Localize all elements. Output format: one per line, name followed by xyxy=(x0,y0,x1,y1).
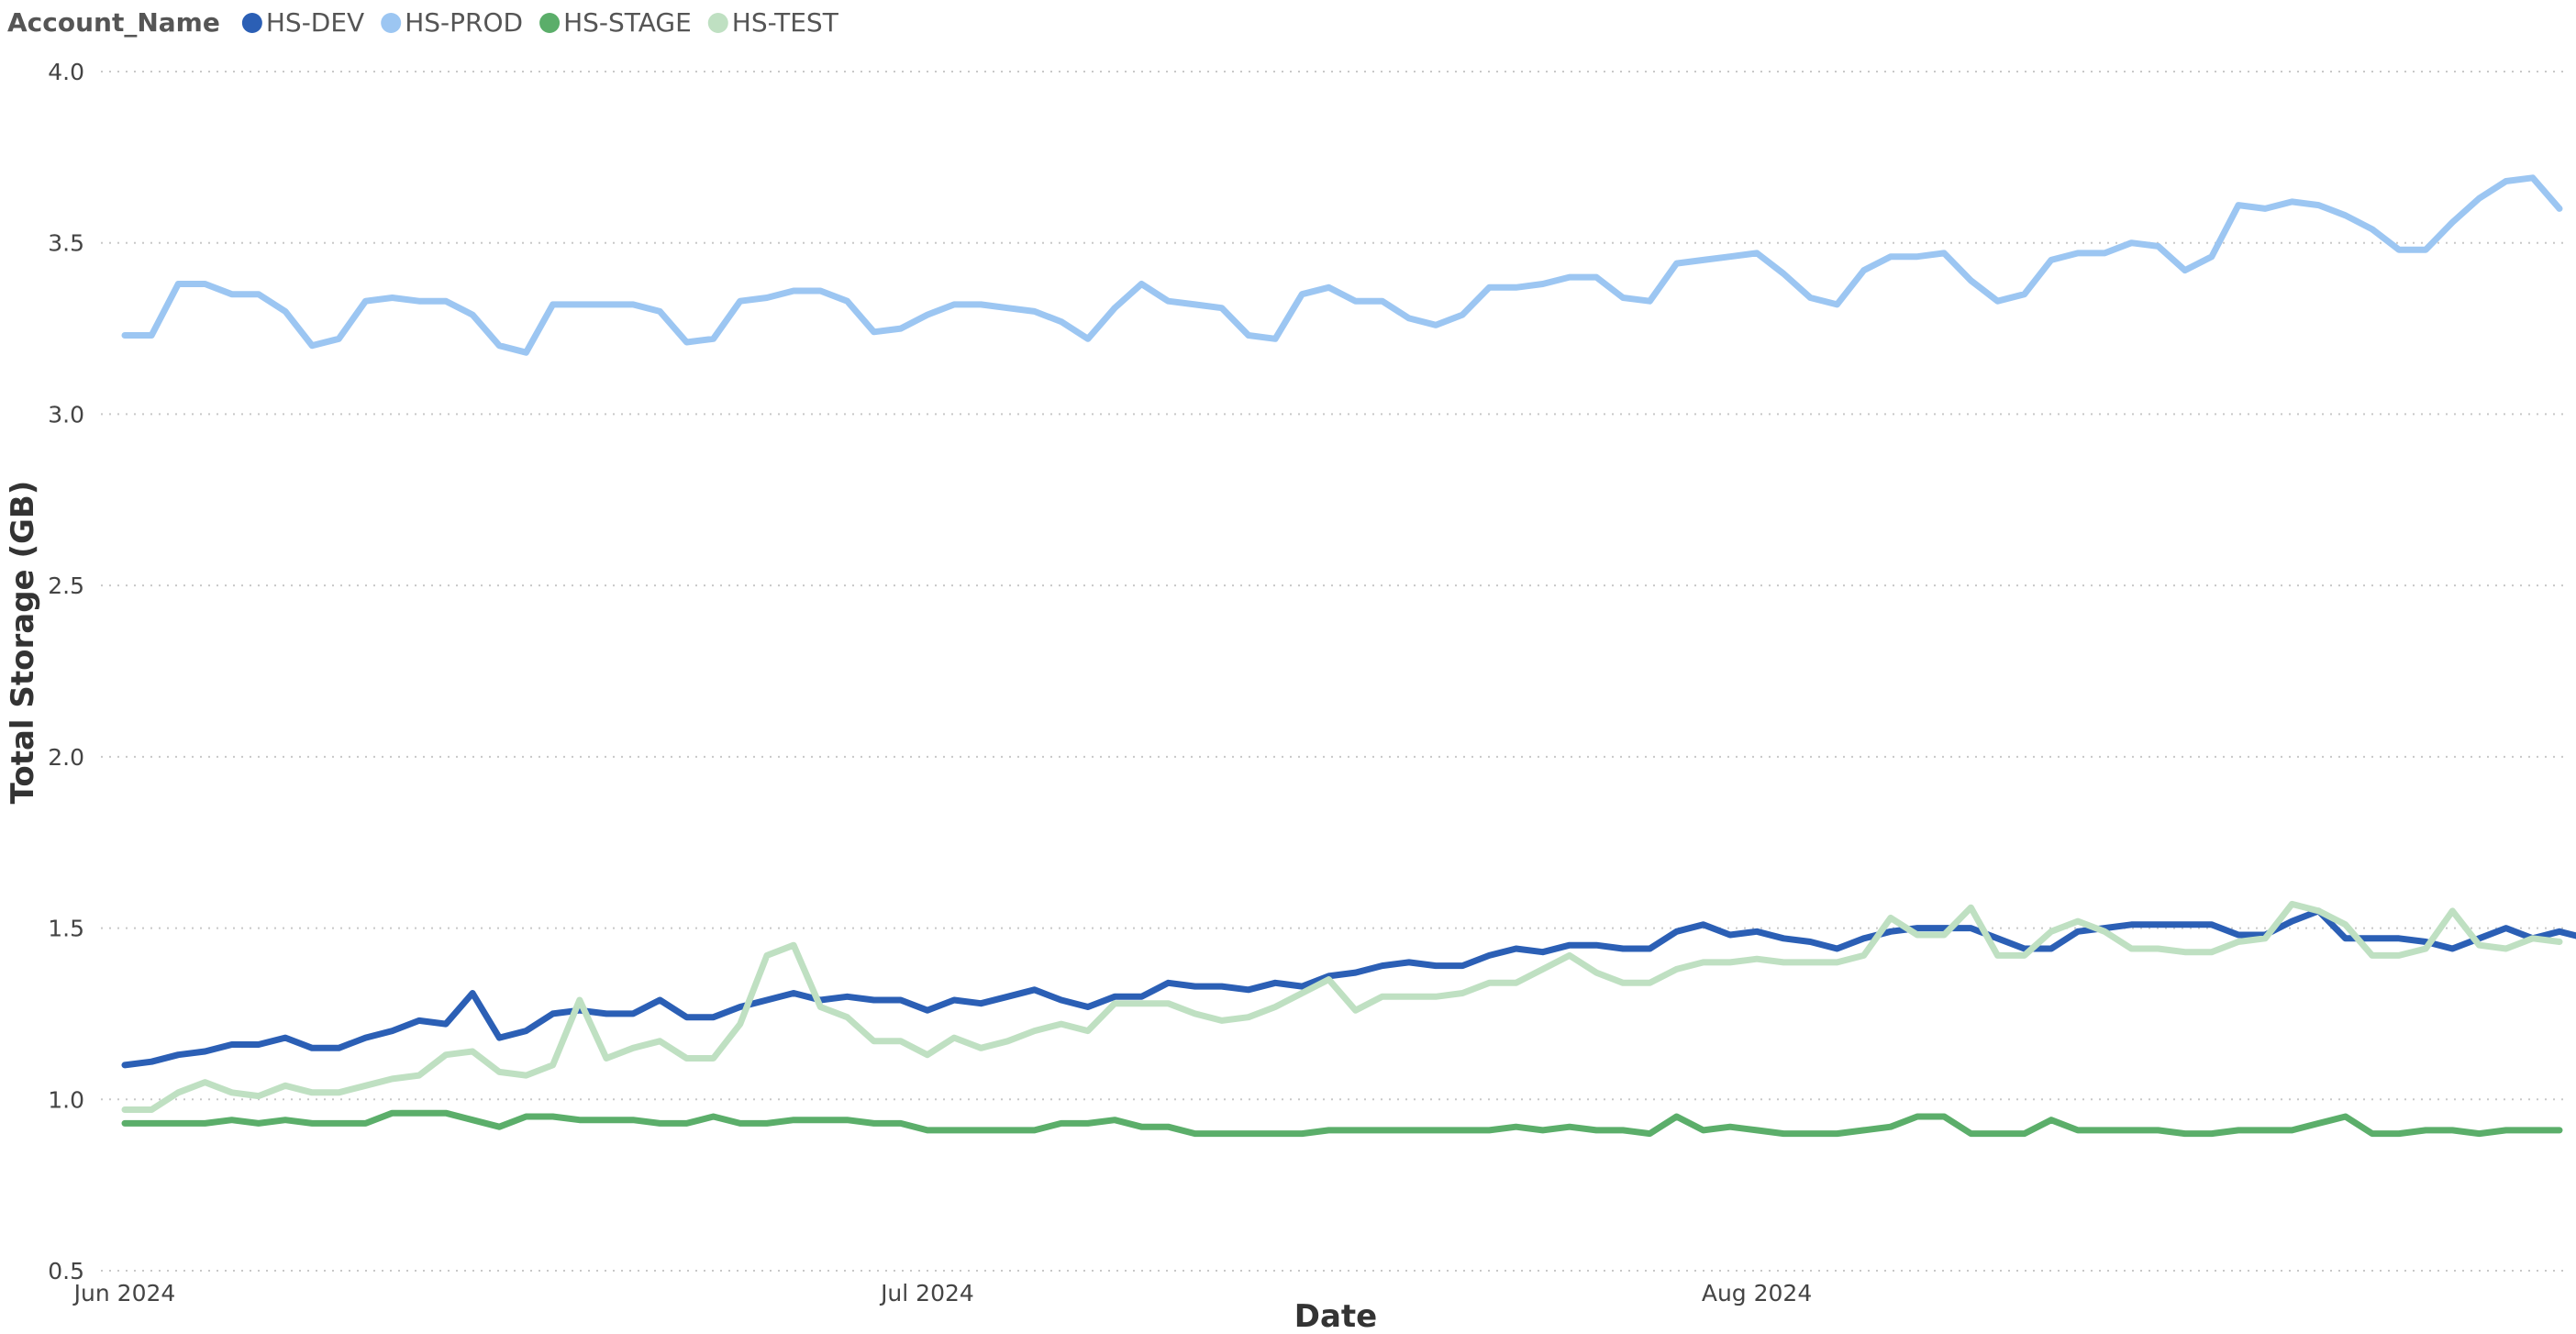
y-axis-ticks: 0.5 1.0 1.5 2.0 2.5 3.0 3.5 4.0 xyxy=(48,59,84,1284)
legend-label: HS-PROD xyxy=(405,7,523,38)
chart-legend: Account_Name HS-DEV HS-PROD HS-STAGE HS-TES… xyxy=(7,7,839,38)
y-tick-label: 3.5 xyxy=(48,230,84,257)
legend-marker xyxy=(539,13,561,33)
legend-marker xyxy=(241,13,262,33)
legend-title: Account_Name xyxy=(7,7,220,38)
y-tick-label: 4.0 xyxy=(48,59,84,85)
y-axis-title: Total Storage (GB) xyxy=(5,481,41,805)
x-axis-title: Date xyxy=(1294,1298,1377,1334)
series-line-hs-test xyxy=(121,900,2563,1113)
x-tick-label: Jun 2024 xyxy=(72,1280,176,1306)
y-tick-label: 1.5 xyxy=(48,916,84,942)
legend-label: HS-STAGE xyxy=(563,7,692,38)
legend-marker xyxy=(381,13,402,33)
y-tick-label: 1.0 xyxy=(48,1086,84,1113)
series-lines xyxy=(121,174,2576,1138)
legend-label: HS-DEV xyxy=(266,7,364,38)
x-tick-label: Jul 2024 xyxy=(879,1280,974,1306)
grid-lines xyxy=(101,71,2564,1272)
series-line-hs-dev xyxy=(121,907,2576,1069)
legend-marker xyxy=(707,13,728,33)
y-tick-label: 2.5 xyxy=(48,573,84,599)
x-axis-ticks: Jun 2024 Jul 2024 Aug 2024 xyxy=(72,1280,1813,1306)
y-tick-label: 3.0 xyxy=(48,401,84,428)
y-tick-label: 2.0 xyxy=(48,744,84,771)
series-line-hs-prod xyxy=(121,174,2563,356)
series-line-hs-stage xyxy=(121,1109,2563,1138)
x-tick-label: Aug 2024 xyxy=(1702,1280,1812,1306)
y-tick-label: 0.5 xyxy=(48,1258,84,1284)
legend-label: HS-TEST xyxy=(732,7,839,38)
